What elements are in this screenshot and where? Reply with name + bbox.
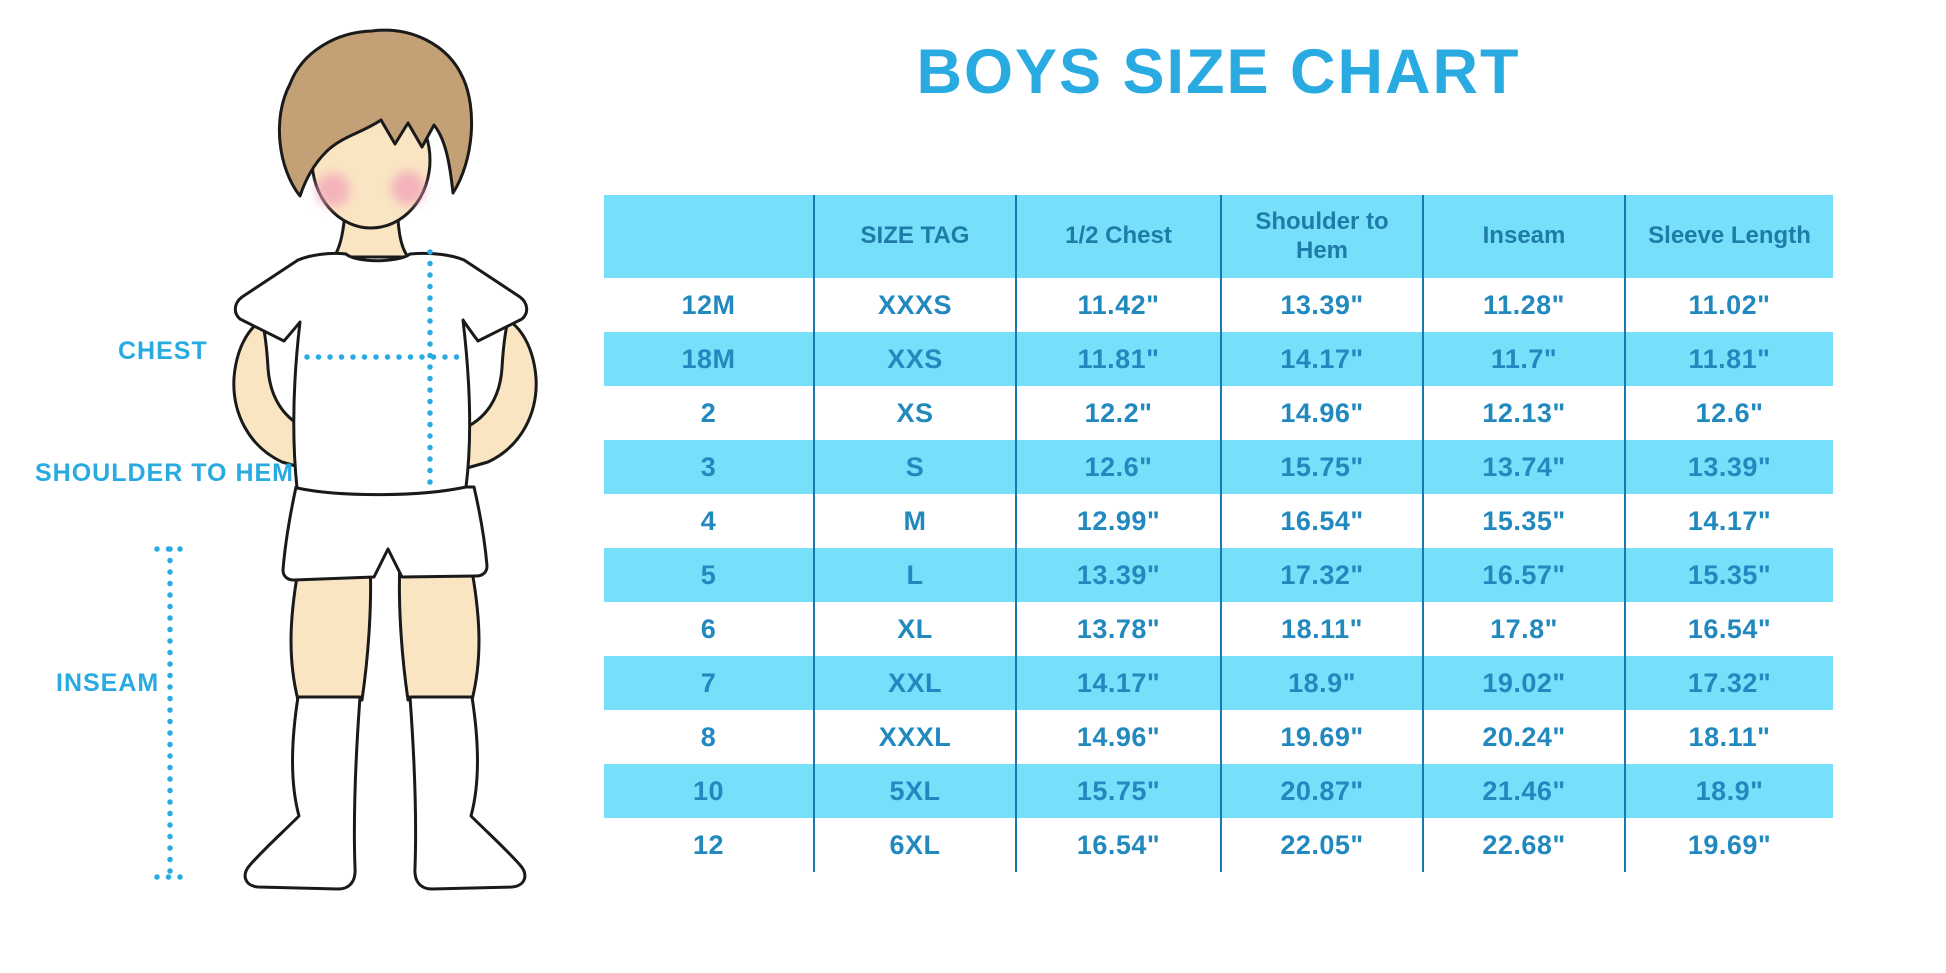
value-cell: XXXS bbox=[813, 278, 1015, 332]
value-cell: 11.81" bbox=[1015, 332, 1220, 386]
page-title: BOYS SIZE CHART bbox=[916, 37, 1521, 107]
value-cell: 18.11" bbox=[1624, 710, 1833, 764]
value-cell: 15.75" bbox=[1015, 764, 1220, 818]
value-cell: 13.78" bbox=[1015, 602, 1220, 656]
size-label-cell: 8 bbox=[604, 710, 813, 764]
size-label-cell: 5 bbox=[604, 548, 813, 602]
value-cell: 16.54" bbox=[1220, 494, 1422, 548]
column-header: Shoulder to Hem bbox=[1220, 195, 1422, 278]
value-cell: 17.32" bbox=[1624, 656, 1833, 710]
value-cell: XL bbox=[813, 602, 1015, 656]
value-cell: 12.6" bbox=[1624, 386, 1833, 440]
value-cell: 18.9" bbox=[1624, 764, 1833, 818]
value-cell: 15.75" bbox=[1220, 440, 1422, 494]
value-cell: 19.02" bbox=[1422, 656, 1624, 710]
size-label-cell: 4 bbox=[604, 494, 813, 548]
value-cell: 16.54" bbox=[1015, 818, 1220, 872]
value-cell: 22.68" bbox=[1422, 818, 1624, 872]
value-cell: 21.46" bbox=[1422, 764, 1624, 818]
value-cell: 14.17" bbox=[1624, 494, 1833, 548]
size-label-cell: 12M bbox=[604, 278, 813, 332]
value-cell: 17.8" bbox=[1422, 602, 1624, 656]
size-label-cell: 12 bbox=[604, 818, 813, 872]
corner-cell bbox=[604, 195, 813, 278]
value-cell: XXL bbox=[813, 656, 1015, 710]
boy-illustration bbox=[154, 28, 538, 891]
value-cell: 11.02" bbox=[1624, 278, 1833, 332]
boy-figure bbox=[232, 28, 538, 891]
value-cell: 19.69" bbox=[1220, 710, 1422, 764]
value-cell: L bbox=[813, 548, 1015, 602]
value-cell: S bbox=[813, 440, 1015, 494]
value-cell: 13.39" bbox=[1220, 278, 1422, 332]
right-leg bbox=[397, 558, 481, 702]
value-cell: 13.39" bbox=[1015, 548, 1220, 602]
value-cell: 16.54" bbox=[1624, 602, 1833, 656]
value-cell: 17.32" bbox=[1220, 548, 1422, 602]
value-cell: 18.11" bbox=[1220, 602, 1422, 656]
value-cell: 19.69" bbox=[1624, 818, 1833, 872]
size-label-cell: 18M bbox=[604, 332, 813, 386]
value-cell: 11.42" bbox=[1015, 278, 1220, 332]
left-leg bbox=[289, 558, 373, 702]
column-header: 1/2 Chest bbox=[1015, 195, 1220, 278]
right-arm bbox=[458, 318, 538, 472]
column-header: SIZE TAG bbox=[813, 195, 1015, 278]
value-cell: 20.24" bbox=[1422, 710, 1624, 764]
value-cell: 15.35" bbox=[1422, 494, 1624, 548]
value-cell: 16.57" bbox=[1422, 548, 1624, 602]
value-cell: 20.87" bbox=[1220, 764, 1422, 818]
value-cell: 14.96" bbox=[1015, 710, 1220, 764]
right-sock bbox=[408, 695, 527, 891]
value-cell: XXXL bbox=[813, 710, 1015, 764]
value-cell: 11.28" bbox=[1422, 278, 1624, 332]
value-cell: XS bbox=[813, 386, 1015, 440]
value-cell: XXS bbox=[813, 332, 1015, 386]
value-cell: 11.7" bbox=[1422, 332, 1624, 386]
value-cell: 12.6" bbox=[1015, 440, 1220, 494]
size-label-cell: 7 bbox=[604, 656, 813, 710]
column-header: Sleeve Length bbox=[1624, 195, 1833, 278]
value-cell: 18.9" bbox=[1220, 656, 1422, 710]
value-cell: 12.13" bbox=[1422, 386, 1624, 440]
column-header: Inseam bbox=[1422, 195, 1624, 278]
value-cell: 22.05" bbox=[1220, 818, 1422, 872]
size-label-cell: 6 bbox=[604, 602, 813, 656]
value-cell: 14.17" bbox=[1015, 656, 1220, 710]
size-label-cell: 10 bbox=[604, 764, 813, 818]
t-shirt bbox=[233, 251, 529, 497]
hair bbox=[277, 28, 474, 198]
size-label-cell: 2 bbox=[604, 386, 813, 440]
left-arm bbox=[232, 318, 312, 472]
value-cell: 14.17" bbox=[1220, 332, 1422, 386]
value-cell: M bbox=[813, 494, 1015, 548]
shorts bbox=[281, 485, 489, 582]
value-cell: 6XL bbox=[813, 818, 1015, 872]
value-cell: 13.39" bbox=[1624, 440, 1833, 494]
shoulder-to-hem-label: SHOULDER TO HEM bbox=[35, 459, 294, 487]
size-label-cell: 3 bbox=[604, 440, 813, 494]
value-cell: 13.74" bbox=[1422, 440, 1624, 494]
value-cell: 5XL bbox=[813, 764, 1015, 818]
value-cell: 12.2" bbox=[1015, 386, 1220, 440]
left-sock bbox=[243, 695, 362, 891]
size-table: SIZE TAG 1/2 Chest Shoulder to Hem Inseam Sl… bbox=[604, 195, 1833, 872]
cheeks bbox=[316, 171, 425, 207]
chest-label: CHEST bbox=[118, 337, 208, 365]
inseam-label: INSEAM bbox=[56, 669, 160, 697]
value-cell: 15.35" bbox=[1624, 548, 1833, 602]
value-cell: 12.99" bbox=[1015, 494, 1220, 548]
value-cell: 14.96" bbox=[1220, 386, 1422, 440]
value-cell: 11.81" bbox=[1624, 332, 1833, 386]
